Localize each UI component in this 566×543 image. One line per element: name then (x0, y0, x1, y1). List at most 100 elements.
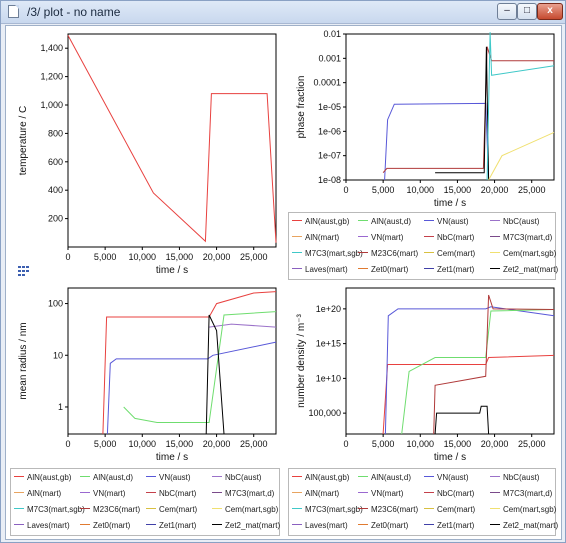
legend-label: Cem(mart,sgb) (503, 505, 557, 514)
legend-label: Laves(mart) (305, 521, 348, 530)
radius-xtick-label: 15,000 (166, 439, 194, 449)
legend-item: Cem(mart,sgb) (490, 503, 556, 517)
phase-xtick-label: 0 (343, 185, 348, 195)
legend-label: Zet0(mart) (93, 521, 131, 530)
legend-swatch (424, 524, 434, 526)
legend-swatch (146, 492, 156, 494)
legend-item: Cem(mart) (146, 503, 197, 517)
mean-radius-legend: AlN(aust,gb) AlN(aust,d) VN(aust) NbC(aust)… (10, 468, 280, 536)
density-ylabel: number density / m⁻³ (296, 314, 307, 408)
legend-item: Zet0(mart) (358, 519, 408, 533)
number-density-chart[interactable]: 0 5,000 10,000 15,000 20,000 25,000 time / s 10… (284, 278, 562, 468)
legend-swatch (14, 476, 24, 478)
legend-item: Zet1(mart) (146, 519, 196, 533)
legend-label: NbC(aust) (503, 217, 540, 226)
legend-item: M7C3(mart,d) (212, 487, 274, 501)
legend-toggle-icon[interactable] (18, 263, 30, 276)
legend-label: M23C6(mart) (371, 505, 419, 514)
legend-label: AlN(mart) (27, 489, 62, 498)
density-series-line (401, 309, 555, 435)
temperature-xtick-label: 10,000 (129, 252, 157, 262)
legend-item: Zet1(mart) (424, 519, 474, 533)
title-bar[interactable]: /3/ plot - no name – □ x (1, 1, 565, 24)
legend-swatch (358, 236, 368, 238)
temperature-chart[interactable]: 0 5,000 10,000 15,000 20,000 25,000 time / s 20… (6, 26, 284, 276)
legend-swatch (490, 268, 500, 270)
legend-item: VN(mart) (358, 231, 403, 245)
legend-swatch (358, 476, 368, 478)
legend-label: M7C3(mart,sgb) (305, 249, 363, 258)
legend-label: NbC(mart) (437, 489, 475, 498)
legend-swatch (212, 476, 222, 478)
legend-label: Zet1(mart) (159, 521, 197, 530)
legend-swatch (490, 524, 500, 526)
legend-item: AlN(mart) (292, 231, 339, 245)
legend-label: VN(mart) (93, 489, 126, 498)
phase-fraction-chart[interactable]: 0 5,000 10,000 15,000 20,000 25,000 time / s 1e… (284, 26, 562, 216)
legend-label: AlN(mart) (305, 489, 340, 498)
legend-item: M7C3(mart,sgb) (292, 247, 363, 261)
legend-swatch (14, 492, 24, 494)
legend-swatch (490, 492, 500, 494)
radius-ytick-label: 100 (48, 299, 63, 309)
legend-item: Laves(mart) (292, 519, 348, 533)
legend-swatch (292, 508, 302, 510)
radius-ytick-label: 10 (53, 350, 63, 360)
phase-series-line (488, 131, 555, 181)
phase-ytick-label: 1e-08 (318, 175, 341, 185)
temperature-xtick-label: 15,000 (166, 252, 194, 262)
legend-item: VN(aust) (424, 471, 469, 485)
legend-label: Cem(mart) (437, 249, 476, 258)
legend-swatch (424, 492, 434, 494)
legend-label: AlN(aust,d) (93, 473, 134, 482)
phase-ytick-label: 1e-05 (318, 102, 341, 112)
phase-xtick-label: 10,000 (407, 185, 435, 195)
legend-swatch (292, 476, 302, 478)
legend-label: Cem(mart,sgb) (503, 249, 557, 258)
temperature-ytick-label: 1,400 (40, 43, 63, 53)
radius-series-line (106, 341, 277, 435)
legend-label: M7C3(mart,sgb) (27, 505, 85, 514)
temperature-ytick-label: 800 (48, 128, 63, 138)
legend-label: VN(aust) (159, 473, 191, 482)
legend-item: M23C6(mart) (358, 503, 418, 517)
legend-label: Zet0(mart) (371, 265, 409, 274)
legend-label: Zet2_mat(mart) (503, 265, 559, 274)
maximize-button[interactable]: □ (517, 3, 537, 20)
minimize-button[interactable]: – (497, 3, 517, 20)
legend-swatch (358, 220, 368, 222)
legend-label: Zet1(mart) (437, 265, 475, 274)
radius-xtick-label: 5,000 (94, 439, 117, 449)
close-button[interactable]: x (537, 3, 563, 20)
legend-label: VN(mart) (371, 233, 404, 242)
legend-item: Laves(mart) (14, 519, 70, 533)
phase-series-line (384, 102, 490, 181)
phase-ytick-label: 0.01 (323, 29, 341, 39)
radius-ylabel: mean radius / nm (18, 322, 29, 399)
legend-label: Cem(mart) (159, 505, 198, 514)
legend-swatch (424, 220, 434, 222)
legend-swatch (146, 508, 156, 510)
legend-swatch (146, 476, 156, 478)
legend-label: AlN(aust,d) (371, 217, 412, 226)
legend-swatch (80, 508, 90, 510)
legend-swatch (292, 268, 302, 270)
radius-xtick-label: 0 (65, 439, 70, 449)
density-xtick-label: 20,000 (481, 439, 509, 449)
legend-label: VN(aust) (437, 473, 469, 482)
temperature-xtick-label: 0 (65, 252, 70, 262)
phase-frame (345, 33, 555, 181)
mean-radius-chart[interactable]: 0 5,000 10,000 15,000 20,000 25,000 time / s 1 1… (6, 278, 284, 468)
legend-swatch (146, 524, 156, 526)
phase-xtick-label: 15,000 (444, 185, 472, 195)
legend-item: M7C3(mart,d) (490, 487, 552, 501)
legend-label: M7C3(mart,d) (503, 233, 553, 242)
legend-item: AlN(aust,d) (358, 215, 411, 229)
window-title: /3/ plot - no name (27, 5, 121, 19)
legend-label: AlN(mart) (305, 233, 340, 242)
temperature-ylabel: temperature / C (18, 106, 29, 175)
legend-label: Zet2_mat(mart) (503, 521, 559, 530)
legend-swatch (424, 268, 434, 270)
legend-label: NbC(aust) (225, 473, 262, 482)
legend-item: Zet0(mart) (80, 519, 130, 533)
